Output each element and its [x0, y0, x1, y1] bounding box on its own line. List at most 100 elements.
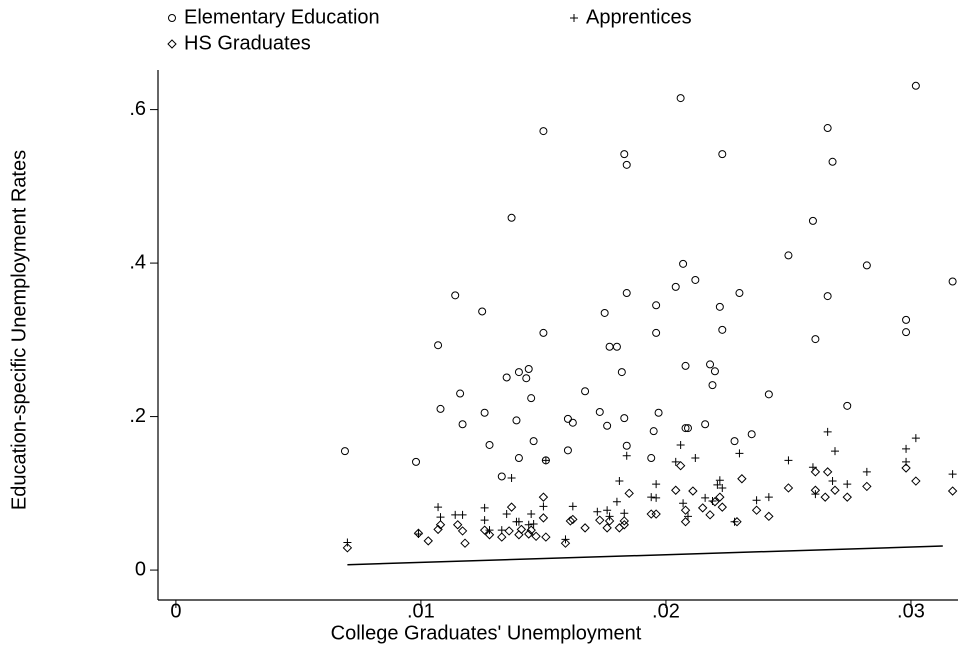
point [457, 526, 468, 536]
point [581, 387, 590, 396]
point [622, 441, 631, 450]
point [168, 14, 176, 22]
point [652, 493, 661, 502]
point [602, 523, 612, 533]
point [451, 510, 460, 519]
reference-line [347, 545, 943, 566]
point [539, 502, 548, 511]
point [902, 315, 911, 324]
point [603, 506, 612, 515]
point [595, 515, 605, 525]
point [434, 341, 443, 350]
point [651, 509, 661, 519]
x-tick-label: .01 [407, 600, 435, 622]
point [947, 486, 958, 496]
point [948, 470, 957, 479]
point [830, 447, 839, 456]
point [480, 503, 489, 512]
y-tick-label: .6 [129, 98, 146, 120]
point [718, 150, 727, 159]
point [948, 277, 957, 286]
point [902, 328, 911, 337]
point [436, 404, 445, 413]
point [784, 251, 793, 260]
legend-label: Elementary Education [184, 6, 380, 28]
point [480, 516, 489, 525]
x-tick-label: .03 [897, 600, 925, 622]
point [506, 502, 517, 512]
point [458, 420, 467, 429]
point [502, 373, 511, 382]
legend-label: HS Graduates [184, 32, 311, 54]
point [622, 451, 631, 460]
point [612, 342, 621, 351]
point [502, 510, 511, 519]
point [683, 424, 692, 433]
point [710, 497, 720, 507]
point [524, 520, 533, 529]
point [541, 456, 550, 465]
point [679, 499, 688, 508]
y-tick-label: 0 [135, 558, 146, 580]
point [822, 467, 833, 477]
point [514, 517, 523, 526]
point [747, 430, 756, 439]
point [751, 505, 762, 515]
point [604, 516, 615, 526]
point [901, 463, 911, 473]
point [783, 483, 794, 493]
point [810, 467, 821, 477]
point [811, 335, 820, 344]
point [507, 473, 516, 482]
point [600, 308, 609, 317]
point [538, 513, 549, 523]
point [691, 454, 700, 463]
point [619, 520, 629, 530]
point [810, 485, 821, 495]
point [514, 530, 524, 540]
point [620, 509, 629, 518]
point [828, 477, 837, 486]
point [764, 511, 774, 522]
point [452, 520, 463, 530]
point [671, 282, 680, 291]
point [595, 407, 604, 416]
point [539, 328, 548, 337]
point [708, 381, 717, 390]
point [647, 493, 656, 502]
point [568, 418, 577, 427]
x-tick-label: .02 [652, 600, 680, 622]
legend-label: Apprentices [586, 6, 692, 28]
point [565, 516, 576, 526]
point [828, 157, 837, 166]
point [681, 424, 690, 433]
point [413, 528, 424, 538]
point [605, 342, 614, 351]
point [435, 520, 446, 530]
point [456, 389, 465, 398]
point [527, 510, 536, 519]
point [619, 516, 629, 526]
point [718, 483, 727, 492]
point [539, 127, 548, 136]
point [691, 275, 700, 284]
point [522, 374, 531, 383]
point [911, 434, 920, 443]
point [784, 456, 793, 465]
point [705, 510, 715, 520]
point [715, 492, 725, 502]
point [480, 408, 489, 417]
point [568, 514, 578, 525]
point [497, 532, 507, 542]
point [436, 513, 445, 522]
point [676, 440, 685, 449]
point [412, 457, 421, 466]
point [622, 160, 631, 169]
point [683, 512, 692, 521]
point [654, 408, 663, 417]
point [842, 492, 852, 502]
point [718, 325, 727, 334]
point [529, 520, 538, 529]
point [434, 503, 443, 512]
